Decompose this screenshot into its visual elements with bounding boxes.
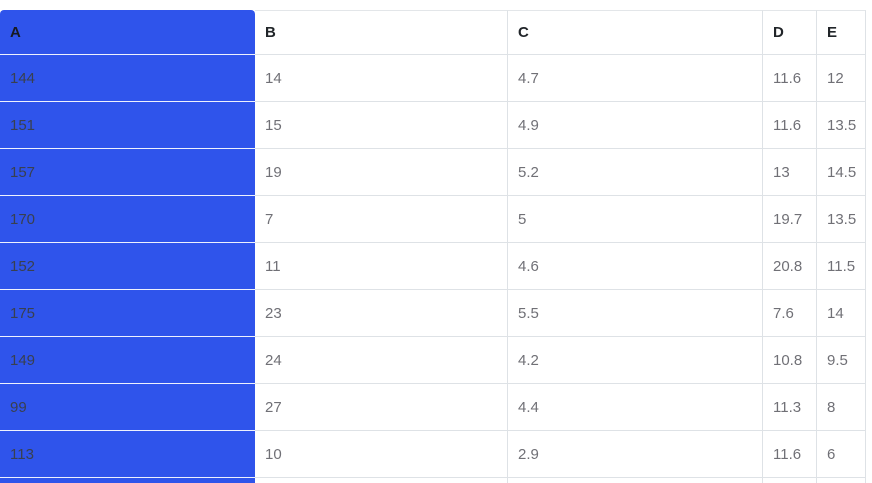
cell-c[interactable]: 4.4 bbox=[508, 384, 763, 431]
cell-d[interactable]: 20.8 bbox=[763, 243, 817, 290]
cell-b[interactable]: 10 bbox=[255, 431, 508, 478]
cell-a[interactable]: 157 bbox=[0, 149, 255, 196]
table-row: 157 19 5.2 13 14.5 bbox=[0, 149, 866, 196]
column-header-c[interactable]: C bbox=[508, 10, 763, 55]
column-header-d[interactable]: D bbox=[763, 10, 817, 55]
cell-e[interactable]: 14.5 bbox=[817, 149, 866, 196]
cell-b[interactable]: 7 bbox=[255, 196, 508, 243]
table-body: 144 14 4.7 11.6 12 151 15 4.9 11.6 13.5 157 19 5.2 13… bbox=[0, 55, 866, 483]
cell-e[interactable]: 6 bbox=[817, 431, 866, 478]
cell-c[interactable]: 4.7 bbox=[508, 55, 763, 102]
column-header-a[interactable]: A bbox=[0, 10, 255, 55]
cell-b[interactable]: 23 bbox=[255, 290, 508, 337]
cell-d[interactable]: 11.6 bbox=[763, 55, 817, 102]
cell-d[interactable]: 10.8 bbox=[763, 337, 817, 384]
cell-d[interactable] bbox=[763, 478, 817, 483]
table-row: 99 27 4.4 11.3 8 bbox=[0, 384, 866, 431]
cell-e[interactable]: 13.5 bbox=[817, 102, 866, 149]
table-row: 113 10 2.9 11.6 6 bbox=[0, 431, 866, 478]
cell-d[interactable]: 11.6 bbox=[763, 431, 817, 478]
cell-d[interactable]: 11.6 bbox=[763, 102, 817, 149]
cell-a[interactable]: 151 bbox=[0, 102, 255, 149]
cell-e[interactable]: 11.5 bbox=[817, 243, 866, 290]
cell-c[interactable]: 4.6 bbox=[508, 243, 763, 290]
cell-a[interactable]: 170 bbox=[0, 196, 255, 243]
cell-a[interactable]: 113 bbox=[0, 431, 255, 478]
cell-c[interactable]: 2.9 bbox=[508, 431, 763, 478]
cell-e[interactable]: 13.5 bbox=[817, 196, 866, 243]
cell-c[interactable]: 5.5 bbox=[508, 290, 763, 337]
cell-d[interactable]: 11.3 bbox=[763, 384, 817, 431]
cell-b[interactable]: 19 bbox=[255, 149, 508, 196]
cell-e[interactable]: 14 bbox=[817, 290, 866, 337]
cell-b[interactable]: 14 bbox=[255, 55, 508, 102]
cell-b[interactable]: 27 bbox=[255, 384, 508, 431]
cell-e[interactable]: 9.5 bbox=[817, 337, 866, 384]
table-row: 149 24 4.2 10.8 9.5 bbox=[0, 337, 866, 384]
table-row: 152 11 4.6 20.8 11.5 bbox=[0, 243, 866, 290]
cell-b[interactable]: 11 bbox=[255, 243, 508, 290]
cell-a[interactable]: 99 bbox=[0, 384, 255, 431]
cell-b[interactable]: 24 bbox=[255, 337, 508, 384]
cell-c[interactable]: 4.2 bbox=[508, 337, 763, 384]
column-header-e[interactable]: E bbox=[817, 10, 866, 55]
cell-c[interactable]: 5.2 bbox=[508, 149, 763, 196]
table-row: 175 23 5.5 7.6 14 bbox=[0, 290, 866, 337]
cell-a[interactable]: 149 bbox=[0, 337, 255, 384]
table-row: 151 15 4.9 11.6 13.5 bbox=[0, 102, 866, 149]
column-header-b[interactable]: B bbox=[255, 10, 508, 55]
cell-a[interactable]: 144 bbox=[0, 55, 255, 102]
cell-c[interactable]: 5 bbox=[508, 196, 763, 243]
cell-c[interactable]: 4.9 bbox=[508, 102, 763, 149]
table-row-partial bbox=[0, 478, 866, 483]
cell-d[interactable]: 19.7 bbox=[763, 196, 817, 243]
cell-b[interactable]: 15 bbox=[255, 102, 508, 149]
cell-d[interactable]: 7.6 bbox=[763, 290, 817, 337]
cell-e[interactable]: 8 bbox=[817, 384, 866, 431]
table-row: 170 7 5 19.7 13.5 bbox=[0, 196, 866, 243]
cell-a[interactable] bbox=[0, 478, 255, 483]
cell-d[interactable]: 13 bbox=[763, 149, 817, 196]
cell-b[interactable] bbox=[255, 478, 508, 483]
cell-e[interactable]: 12 bbox=[817, 55, 866, 102]
cell-a[interactable]: 152 bbox=[0, 243, 255, 290]
cell-a[interactable]: 175 bbox=[0, 290, 255, 337]
cell-e[interactable] bbox=[817, 478, 866, 483]
table-row: 144 14 4.7 11.6 12 bbox=[0, 55, 866, 102]
cell-c[interactable] bbox=[508, 478, 763, 483]
